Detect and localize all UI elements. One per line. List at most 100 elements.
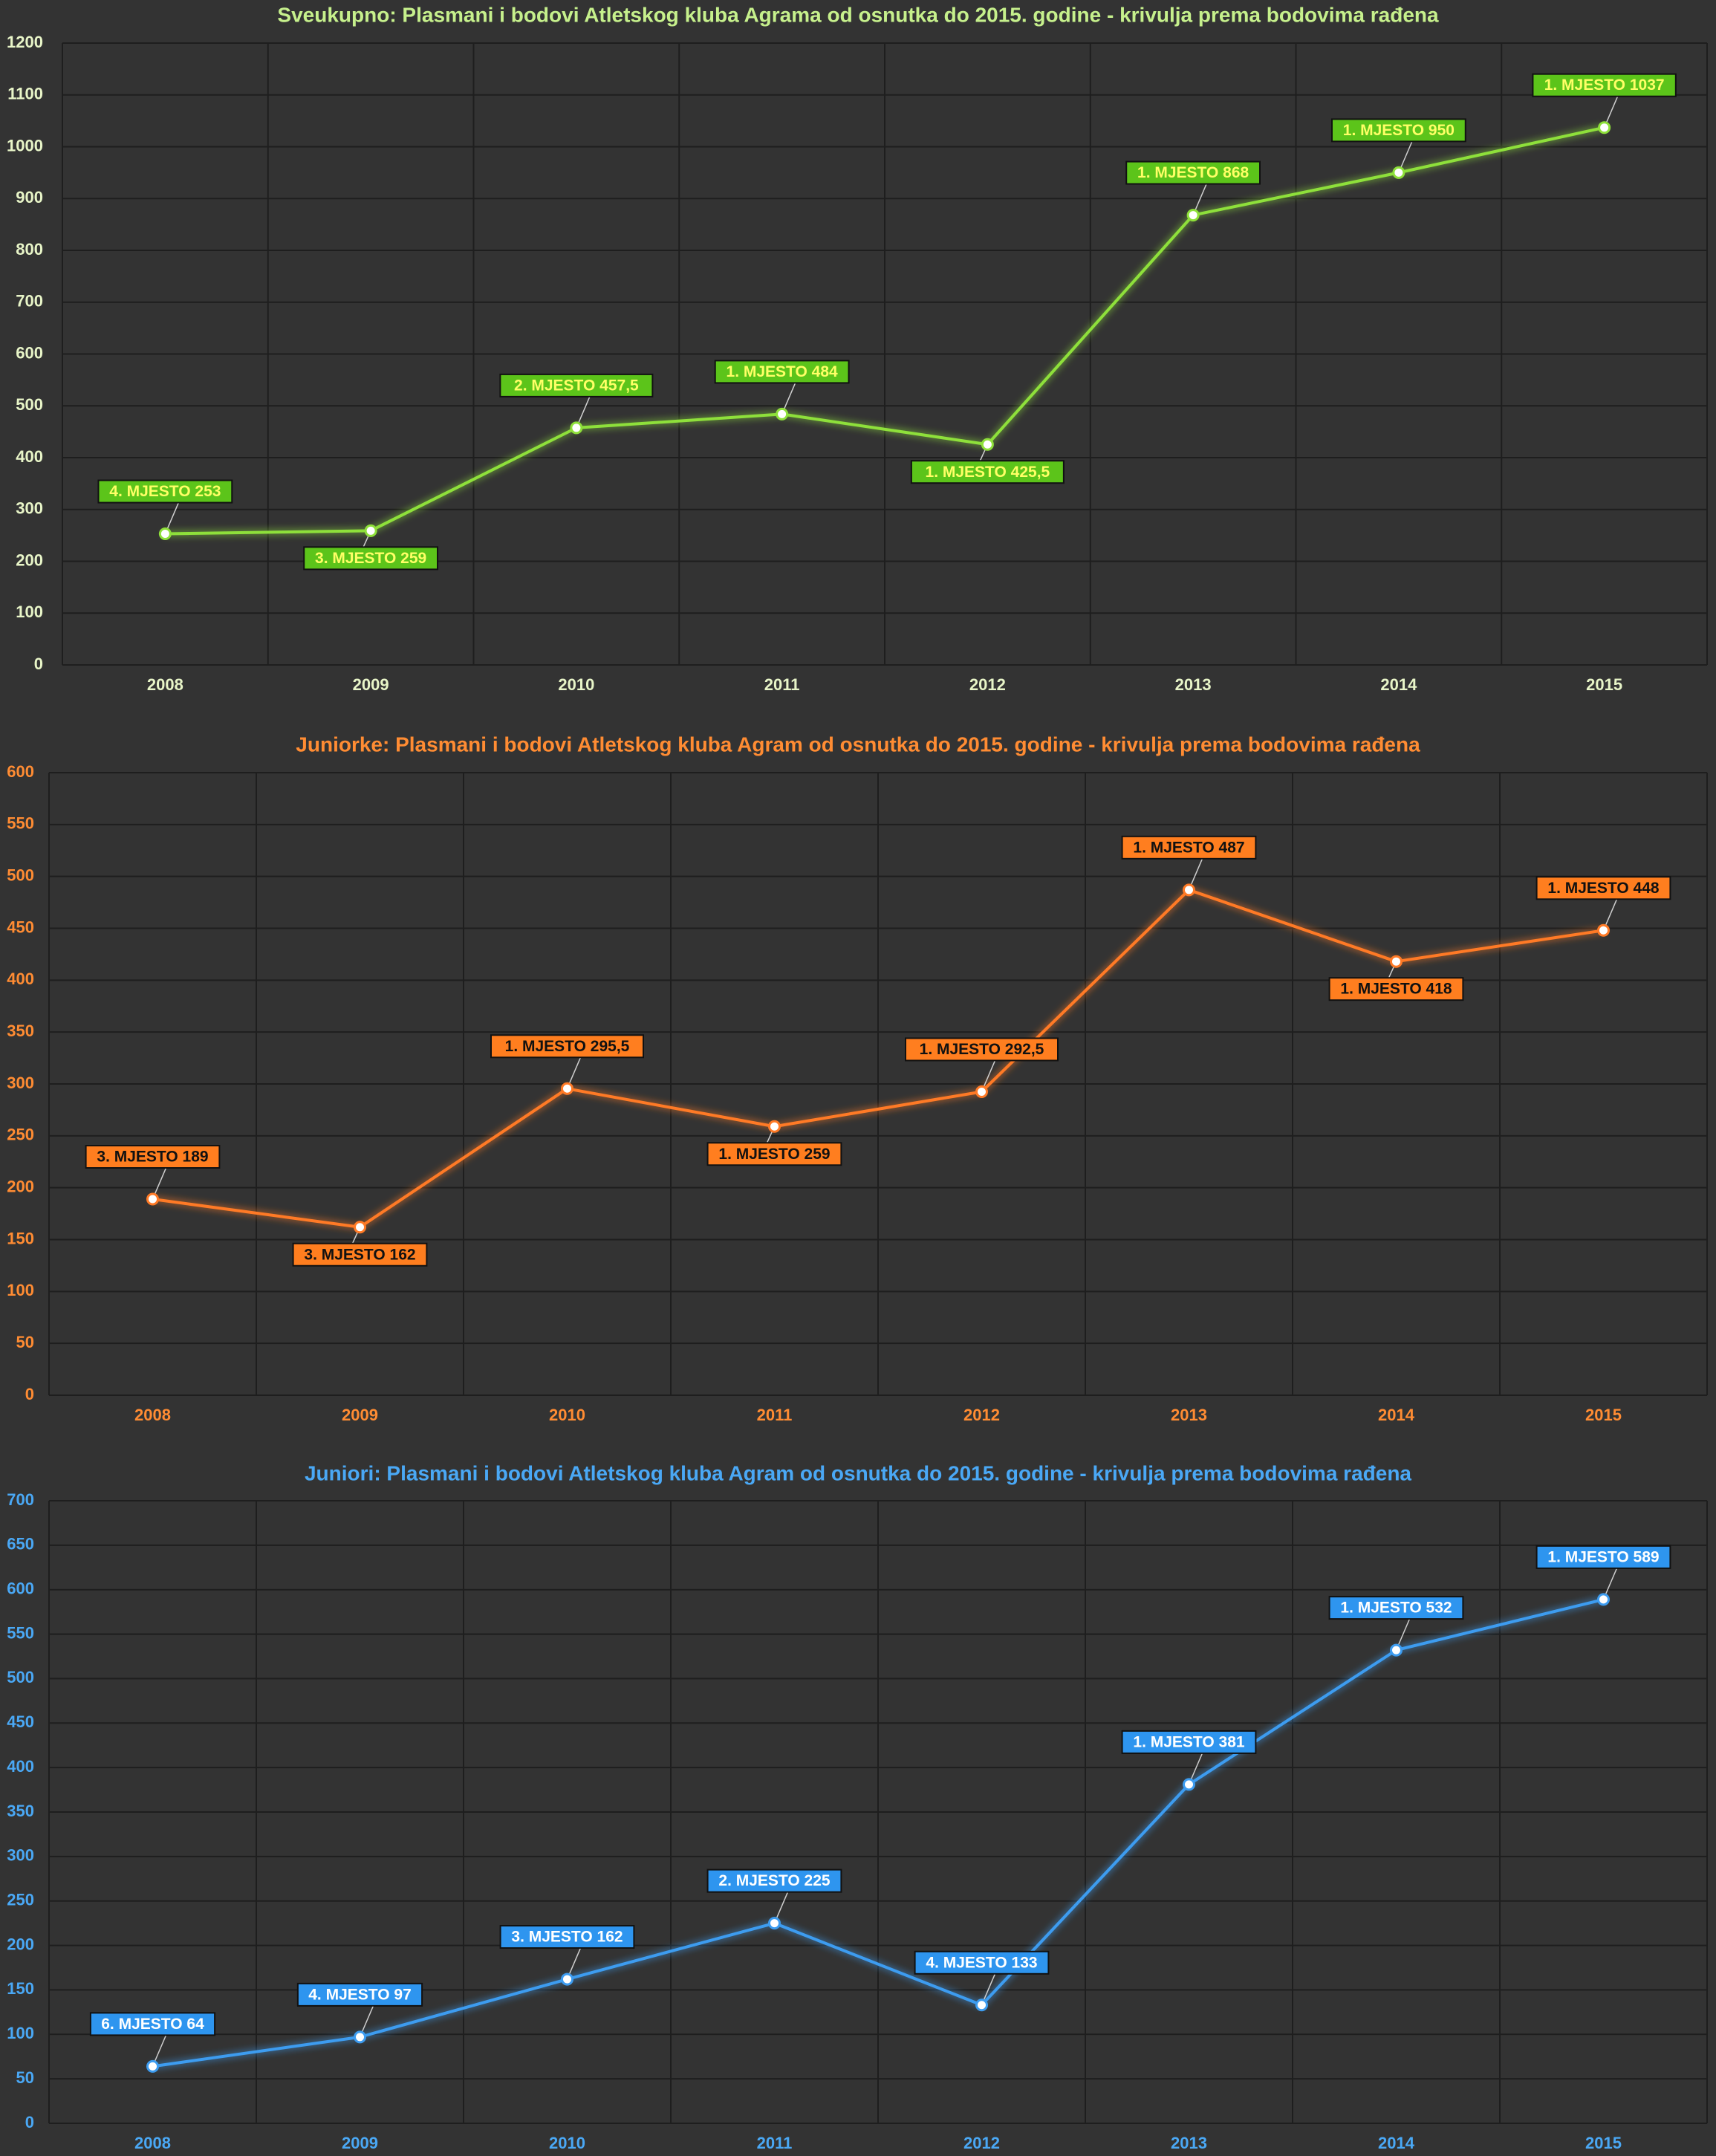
data-label-box — [714, 360, 850, 384]
y-tick-label: 50 — [16, 1333, 34, 1351]
x-tick-label: 2012 — [963, 1406, 1000, 1424]
y-tick-label: 550 — [7, 1623, 34, 1642]
data-label-box — [1532, 73, 1677, 97]
data-label-box — [499, 1925, 635, 1949]
x-tick-label: 2014 — [1378, 2134, 1415, 2152]
data-point — [1183, 1778, 1195, 1791]
data-label: 4. MJESTO 133 — [926, 1954, 1037, 1971]
data-point — [1598, 121, 1611, 134]
series-line — [152, 1597, 1604, 2068]
data-point — [975, 1085, 988, 1098]
y-tick-label: 300 — [16, 499, 43, 518]
y-tick-label: 100 — [7, 2024, 34, 2042]
x-tick-label: 2013 — [1175, 675, 1212, 694]
y-tick-label: 650 — [7, 1535, 34, 1553]
data-label: 1. MJESTO 418 — [1340, 981, 1452, 998]
x-tick-label: 2011 — [757, 1406, 793, 1424]
data-label: 1. MJESTO 292,5 — [920, 1041, 1044, 1058]
y-tick-label: 600 — [7, 762, 34, 781]
data-point — [981, 438, 994, 451]
x-tick-label: 2014 — [1378, 1406, 1415, 1424]
data-label-box — [1535, 1545, 1671, 1569]
data-label-box — [905, 1037, 1059, 1062]
y-tick-label: 1000 — [7, 136, 43, 155]
data-point — [776, 407, 789, 421]
data-label: 1. MJESTO 950 — [1343, 122, 1455, 139]
chart-title: Juniori: Plasmani i bodovi Atletskog klu… — [305, 1461, 1411, 1484]
data-label-box — [292, 1242, 428, 1267]
x-tick-label: 2011 — [764, 675, 800, 694]
data-label: 3. MJESTO 189 — [97, 1149, 208, 1166]
data-label-box — [97, 479, 233, 504]
data-point — [158, 527, 172, 541]
data-label: 3. MJESTO 259 — [315, 550, 426, 567]
data-label: 1. MJESTO 487 — [1133, 839, 1244, 856]
y-tick-label: 300 — [7, 1074, 34, 1092]
data-label: 3. MJESTO 162 — [304, 1246, 415, 1263]
data-label-box — [89, 2012, 216, 2036]
data-label: 1. MJESTO 1037 — [1544, 77, 1665, 94]
x-tick-label: 2012 — [969, 675, 1006, 694]
data-label: 6. MJESTO 64 — [101, 2016, 204, 2033]
data-label: 1. MJESTO 295,5 — [505, 1038, 630, 1055]
y-tick-label: 350 — [7, 1802, 34, 1820]
data-label-box — [706, 1868, 842, 1893]
x-tick-label: 2008 — [134, 1406, 171, 1424]
y-tick-label: 50 — [16, 2068, 34, 2087]
data-label: 1. MJESTO 381 — [1133, 1733, 1245, 1750]
x-tick-label: 2013 — [1171, 2134, 1207, 2152]
x-tick-label: 2013 — [1171, 1406, 1207, 1424]
y-tick-label: 100 — [16, 603, 43, 621]
y-tick-label: 500 — [7, 1668, 34, 1686]
y-tick-label: 150 — [7, 1229, 34, 1247]
y-tick-label: 200 — [7, 1177, 34, 1195]
x-tick-label: 2010 — [549, 1406, 585, 1424]
y-tick-label: 400 — [7, 970, 34, 988]
y-tick-label: 450 — [7, 1712, 34, 1731]
data-label-box — [1535, 876, 1671, 900]
series-line — [152, 888, 1604, 1229]
data-label: 1. MJESTO 259 — [718, 1146, 830, 1163]
data-label-box — [914, 1950, 1050, 1975]
chart-3: Juniori: Plasmani i bodovi Atletskog klu… — [7, 1461, 1708, 2152]
data-label-box — [1125, 160, 1261, 185]
data-label: 1. MJESTO 448 — [1547, 880, 1660, 897]
series-line — [165, 126, 1605, 536]
data-label-box — [303, 546, 439, 571]
data-point — [570, 421, 583, 435]
data-point — [1597, 1593, 1610, 1606]
y-tick-label: 1200 — [7, 33, 43, 51]
y-tick-label: 0 — [25, 1385, 34, 1403]
data-point — [768, 1120, 781, 1133]
data-point — [354, 1221, 366, 1234]
y-tick-label: 100 — [7, 1281, 34, 1299]
data-label: 2. MJESTO 225 — [718, 1872, 831, 1889]
x-tick-label: 2010 — [558, 675, 594, 694]
x-tick-label: 2008 — [134, 2134, 171, 2152]
x-tick-label: 2015 — [1585, 1406, 1622, 1424]
data-point — [364, 524, 377, 537]
data-label-box — [706, 1142, 842, 1166]
chart-2: Juniorke: Plasmani i bodovi Atletskog kl… — [7, 733, 1708, 1424]
data-label: 1. MJESTO 532 — [1340, 1600, 1452, 1617]
data-point — [1597, 923, 1610, 937]
data-label-box — [1121, 835, 1257, 860]
data-label-box — [910, 460, 1065, 484]
data-label-box — [85, 1145, 221, 1169]
data-point — [1183, 883, 1195, 897]
chart-title: Sveukupno: Plasmani i bodovi Atletskog k… — [277, 3, 1439, 26]
y-tick-label: 0 — [25, 2113, 34, 2131]
chart-title: Juniorke: Plasmani i bodovi Atletskog kl… — [296, 733, 1420, 756]
y-tick-label: 250 — [7, 1126, 34, 1144]
y-tick-label: 600 — [7, 1579, 34, 1598]
data-label: 1. MJESTO 868 — [1137, 164, 1249, 181]
data-label: 4. MJESTO 253 — [109, 483, 221, 500]
x-tick-label: 2014 — [1380, 675, 1417, 694]
data-point — [1390, 955, 1403, 968]
y-tick-label: 550 — [7, 814, 34, 833]
data-point — [975, 1998, 988, 2012]
data-label: 4. MJESTO 97 — [308, 1986, 412, 2003]
data-label: 3. MJESTO 162 — [511, 1929, 623, 1946]
y-tick-label: 700 — [16, 292, 43, 311]
